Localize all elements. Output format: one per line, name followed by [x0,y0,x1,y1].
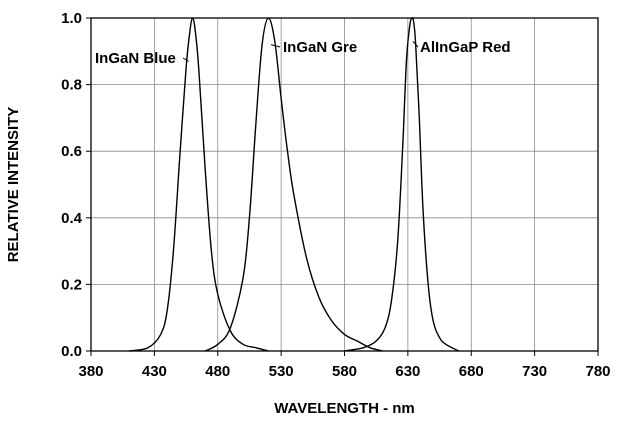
x-tick-label: 780 [585,363,610,380]
ingan-blue-label: InGaN Blue [95,50,176,67]
series-curves [128,17,459,352]
x-tick-label: 580 [332,363,357,380]
x-tick-label: 680 [459,363,484,380]
x-tick-label: 630 [395,363,420,380]
ingan-green-label: InGaN Gre [283,39,357,56]
x-tick-label: 480 [205,363,230,380]
ingan-blue-label-leader [182,57,189,62]
plot-frame [90,17,599,352]
y-axis-title: RELATIVE INTENSITY [5,107,22,263]
y-tick-label: 0.6 [61,143,82,160]
y-tick-label: 0.8 [61,77,82,94]
ingan-green-curve [204,17,383,352]
tick-labels: 380 430 480 530 580 630 680 730 780 0.0 0.2 0.4 0.6 0… [61,10,610,380]
alingap-red-label-leader [412,40,419,48]
alingap-red-curve [344,17,459,352]
y-tick-label: 0.0 [61,343,82,360]
grid-lines [91,18,598,351]
x-tick-label: 530 [269,363,294,380]
y-tick-label: 0.2 [61,276,82,293]
alingap-red-label: AlInGaP Red [420,39,511,56]
y-tick-label: 1.0 [61,10,82,27]
x-tick-label: 380 [78,363,103,380]
x-axis-title: WAVELENGTH - nm [274,400,415,417]
ingan-blue-curve [128,17,269,352]
series-labels: InGaN Blue InGaN Gre AlInGaP Red [95,39,511,67]
y-tick-label: 0.4 [61,210,83,227]
ingan-green-label-leader [270,44,281,48]
x-tick-label: 430 [142,363,167,380]
x-tick-label: 730 [522,363,547,380]
